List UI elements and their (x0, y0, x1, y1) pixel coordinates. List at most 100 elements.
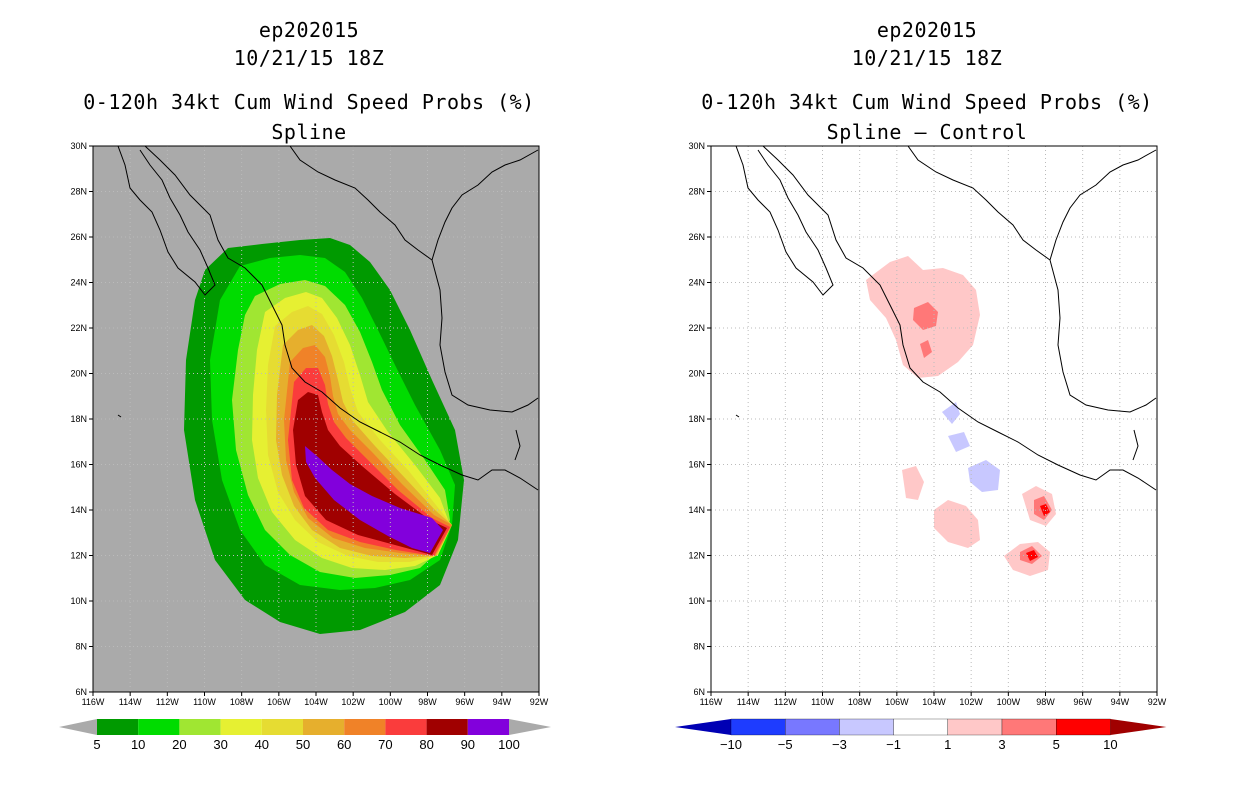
product-title: 0-120h 34kt Cum Wind Speed Probs (%) (701, 90, 1153, 114)
lon-label: 110W (811, 697, 834, 707)
lat-label: 20N (688, 369, 705, 379)
subtitle: Spline (271, 120, 347, 144)
colorbar-label: 60 (337, 737, 351, 752)
colorbar-swatch (344, 719, 386, 735)
lon-label: 102W (341, 697, 365, 707)
lat-label: 24N (688, 278, 705, 288)
lat-label: 28N (70, 187, 87, 197)
lat-label: 12N (688, 551, 705, 561)
coastline (117, 146, 539, 491)
colorbar-label: 5 (1053, 737, 1060, 752)
right-panel: ep202015 10/21/15 18Z 0-120h 34kt Cum Wi… (618, 0, 1236, 800)
colorbar-swatch (385, 719, 427, 735)
colorbar-label: 20 (172, 737, 186, 752)
colorbar-swatch (893, 718, 948, 736)
lat-label: 10N (688, 596, 705, 606)
lon-label: 114W (737, 697, 760, 707)
lon-label: 100W (997, 697, 1021, 707)
lon-label: 106W (885, 697, 909, 707)
lat-label: 30N (688, 141, 705, 151)
colorbar-label: 10 (1103, 737, 1117, 752)
forecast-time: 10/21/15 18Z (851, 46, 1003, 70)
difference-map: 30N 28N 26N 24N 22N 20N 18N 16N 14N 12N 10N 8N 6N116… (675, 141, 1167, 752)
colorbar-label: 10 (131, 737, 145, 752)
lon-label: 96W (1073, 697, 1092, 707)
colorbar-swatch (785, 718, 840, 736)
lat-label: 28N (688, 187, 705, 197)
lat-label: 10N (70, 596, 87, 606)
diff-positive-region (920, 340, 932, 358)
lon-label: 96W (455, 697, 474, 707)
colorbar-high-arrow (1110, 719, 1167, 735)
colorbar-label: 30 (213, 737, 227, 752)
lat-label: 16N (688, 460, 705, 470)
lat-label: 8N (75, 642, 87, 652)
colorbar-label: 70 (378, 737, 392, 752)
lon-label: 94W (493, 697, 512, 707)
lon-label: 102W (959, 697, 983, 707)
colorbar-low-arrow (675, 719, 731, 735)
diff-negative-region (968, 460, 1000, 492)
colorbar-high-arrow (509, 719, 551, 735)
storm-id: ep202015 (876, 18, 978, 42)
colorbar-label: −10 (720, 737, 742, 752)
lon-label: 98W (1036, 697, 1055, 707)
lon-label: 108W (848, 697, 872, 707)
colorbar-label: 40 (255, 737, 269, 752)
colorbar-label: 90 (461, 737, 475, 752)
colorbar-label: 50 (296, 737, 310, 752)
difference-contours (866, 256, 1056, 576)
colorbar-swatch (947, 718, 1003, 736)
lat-label: 14N (70, 505, 87, 515)
colorbar: 5 10 20 30 40 50 60 70 80 90 100 (59, 719, 551, 752)
colorbar-swatch (839, 718, 894, 736)
lon-label: 116W (82, 697, 105, 707)
probability-contours (184, 238, 464, 634)
colorbar-label: 5 (93, 737, 100, 752)
colorbar-swatch (1056, 718, 1111, 736)
colorbar-low-arrow (59, 719, 97, 735)
diff-positive-region (902, 466, 924, 500)
axis-labels: 30N 28N 26N 24N 22N 20N 18N 16N 14N 12N 10N 8N 6N116… (688, 141, 1166, 707)
storm-id: ep202015 (258, 18, 360, 42)
colorbar-label: −1 (886, 737, 901, 752)
lat-label: 26N (70, 232, 87, 242)
forecast-time: 10/21/15 18Z (233, 46, 385, 70)
subtitle: Spline – Control (826, 120, 1028, 144)
lat-label: 14N (688, 505, 705, 515)
lat-label: 16N (70, 460, 87, 470)
colorbar-swatch (303, 719, 345, 735)
axis-labels: 30N 28N 26N 24N 22N 20N 18N 16N 14N 12N 10N 8N 6N116… (70, 141, 548, 707)
lon-label: 110W (193, 697, 216, 707)
colorbar: −10 −5 −3 −1 1 3 5 10 (675, 718, 1167, 752)
lon-label: 94W (1111, 697, 1130, 707)
colorbar-label: −5 (778, 737, 793, 752)
lon-label: 98W (418, 697, 437, 707)
lat-label: 6N (693, 687, 705, 697)
diff-positive-region (913, 302, 938, 330)
lon-label: 108W (230, 697, 254, 707)
grid-lines (711, 146, 1157, 692)
probability-map: 30N 28N 26N 24N 22N 20N 18N 16N 14N 12N 10N 8N 6N116… (59, 141, 551, 752)
lat-label: 30N (70, 141, 87, 151)
lat-label: 8N (693, 642, 705, 652)
lat-label: 26N (688, 232, 705, 242)
lon-label: 112W (156, 697, 179, 707)
lon-label: 92W (1148, 697, 1167, 707)
lon-label: 104W (304, 697, 328, 707)
prob-90-region (305, 446, 443, 553)
colorbar-swatch (179, 719, 221, 735)
lat-label: 18N (688, 414, 705, 424)
colorbar-swatch (220, 719, 262, 735)
grid-lines (93, 146, 539, 692)
left-panel: ep202015 10/21/15 18Z 0-120h 34kt Cum Wi… (59, 18, 551, 752)
diff-positive-region (934, 500, 980, 548)
lon-label: 104W (922, 697, 946, 707)
colorbar-label: −3 (832, 737, 847, 752)
lat-label: 24N (70, 278, 87, 288)
colorbar-swatch (138, 719, 180, 735)
coastline (735, 146, 1157, 491)
colorbar-label: 80 (419, 737, 433, 752)
lat-label: 22N (688, 323, 705, 333)
lon-label: 114W (119, 697, 142, 707)
